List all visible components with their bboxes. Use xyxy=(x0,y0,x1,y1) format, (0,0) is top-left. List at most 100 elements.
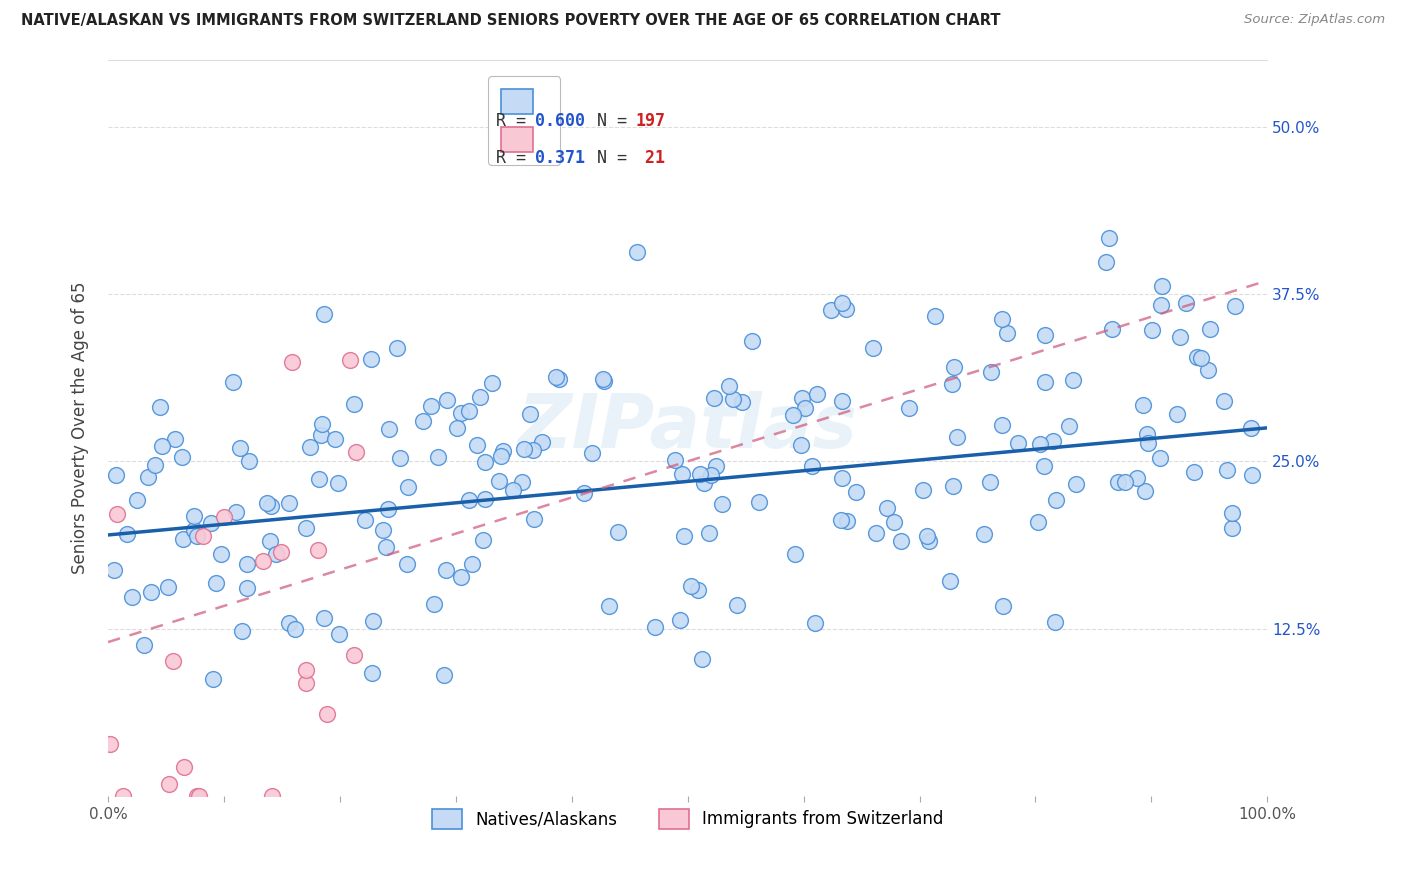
Point xyxy=(420,399,443,413)
Point xyxy=(388,451,411,466)
Point xyxy=(205,576,228,591)
Text: R =: R = xyxy=(496,149,536,167)
Point xyxy=(471,533,494,548)
Point xyxy=(883,516,905,530)
Point xyxy=(1107,475,1129,489)
Point xyxy=(157,777,180,791)
Point xyxy=(395,558,418,572)
Point xyxy=(1057,419,1080,434)
Point xyxy=(1114,475,1136,489)
Point xyxy=(980,365,1002,379)
Point xyxy=(183,508,205,523)
Point xyxy=(1189,351,1212,365)
Point xyxy=(209,547,232,561)
Point xyxy=(1197,363,1219,377)
Text: ZIPatlas: ZIPatlas xyxy=(517,392,858,465)
Point xyxy=(1182,465,1205,479)
Point xyxy=(1174,296,1197,310)
Point xyxy=(339,352,361,367)
Point xyxy=(793,401,815,415)
Point xyxy=(1140,322,1163,336)
Point xyxy=(831,394,853,409)
Point xyxy=(679,579,702,593)
Point xyxy=(748,495,770,509)
Point xyxy=(361,615,384,629)
Point xyxy=(235,582,257,596)
Point xyxy=(942,359,965,374)
Point xyxy=(1045,493,1067,508)
Point xyxy=(134,638,156,652)
Point xyxy=(689,467,711,482)
Point xyxy=(396,480,419,494)
Point xyxy=(295,676,318,690)
Point xyxy=(991,311,1014,326)
Point xyxy=(806,387,828,401)
Point xyxy=(519,408,541,422)
Point xyxy=(731,394,754,409)
Point xyxy=(105,468,128,483)
Point xyxy=(412,414,434,428)
Point xyxy=(361,666,384,681)
Point xyxy=(723,392,745,407)
Point xyxy=(328,476,350,491)
Point xyxy=(212,510,235,524)
Point xyxy=(1007,435,1029,450)
Point xyxy=(845,485,868,500)
Point xyxy=(938,574,960,588)
Point xyxy=(236,557,259,571)
Point xyxy=(592,372,614,386)
Point xyxy=(831,471,853,485)
Point xyxy=(979,475,1001,489)
Point xyxy=(725,599,748,613)
Point xyxy=(260,789,283,803)
Point xyxy=(711,497,734,511)
Point xyxy=(450,406,472,420)
Point xyxy=(311,417,333,431)
Point xyxy=(186,529,208,543)
Point xyxy=(323,432,346,446)
Point xyxy=(1240,421,1263,435)
Point xyxy=(422,597,444,611)
Point xyxy=(222,375,245,389)
Point xyxy=(434,563,457,577)
Point xyxy=(1135,483,1157,498)
Point xyxy=(1150,297,1173,311)
Point xyxy=(314,307,336,321)
Point xyxy=(465,438,488,452)
Point xyxy=(143,458,166,472)
Point xyxy=(523,512,546,526)
Point xyxy=(803,615,825,630)
Point xyxy=(156,580,179,594)
Point xyxy=(191,528,214,542)
Point xyxy=(993,599,1015,613)
Point xyxy=(1212,393,1234,408)
Point xyxy=(898,401,921,416)
Point xyxy=(188,789,211,803)
Point xyxy=(343,648,366,663)
Point xyxy=(673,529,696,543)
Point xyxy=(686,583,709,598)
Point xyxy=(468,390,491,404)
Point xyxy=(917,529,939,543)
Point xyxy=(644,620,666,634)
Point xyxy=(492,443,515,458)
Point xyxy=(782,408,804,422)
Text: 0.371: 0.371 xyxy=(534,149,585,167)
Point xyxy=(1168,330,1191,344)
Point xyxy=(531,434,554,449)
Point xyxy=(461,557,484,571)
Point xyxy=(489,450,512,464)
Point xyxy=(105,508,128,522)
Point xyxy=(457,493,479,508)
Point xyxy=(700,467,723,482)
Point xyxy=(446,420,468,434)
Point xyxy=(1223,299,1246,313)
Text: 0.600: 0.600 xyxy=(534,112,585,130)
Point xyxy=(260,499,283,513)
Point xyxy=(165,432,187,446)
Point xyxy=(837,514,859,528)
Point xyxy=(703,391,725,405)
Point xyxy=(1220,506,1243,520)
Text: 21: 21 xyxy=(636,149,665,167)
Point xyxy=(308,472,330,486)
